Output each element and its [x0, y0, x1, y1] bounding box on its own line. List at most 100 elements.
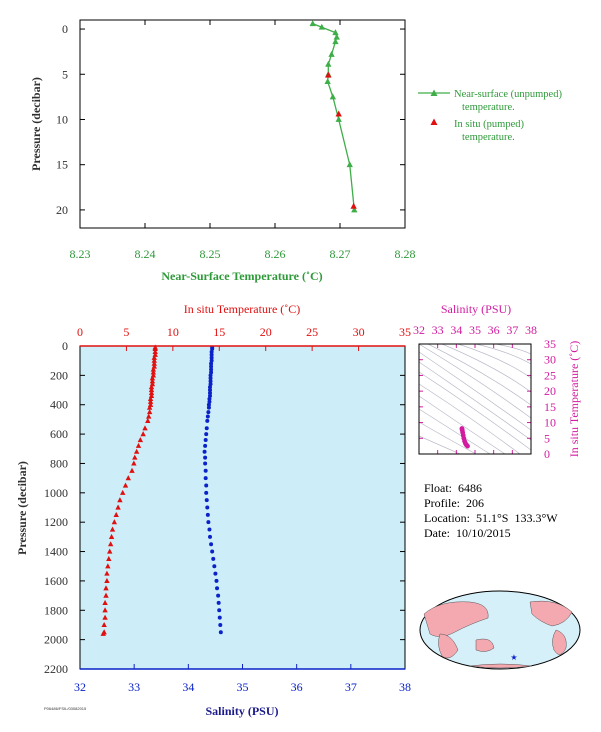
temperature-point: [150, 366, 157, 372]
ts-y-tick-label: 0: [544, 447, 550, 461]
salinity-point: [218, 622, 223, 627]
salinity-point: [207, 396, 212, 401]
profile-y-tick-label: 800: [50, 456, 68, 470]
temperature-point: [122, 482, 129, 488]
near-surface-point: [346, 161, 353, 168]
ts-point: [465, 443, 470, 449]
salinity-tick-label: 38: [399, 680, 411, 694]
salinity-point: [205, 414, 210, 419]
temperature-point: [102, 614, 108, 620]
ts-y-tick-label: 5: [544, 431, 550, 445]
temperature-point: [108, 533, 115, 539]
salinity-point: [211, 556, 216, 561]
top-legend: Near-surface (unpumped) temperature. In …: [418, 89, 562, 143]
salinity-point: [206, 402, 211, 407]
temperature-point: [105, 563, 111, 569]
salinity-point: [209, 352, 214, 357]
profile-y-tick-label: 400: [50, 398, 68, 412]
temperature-point: [102, 599, 108, 606]
ts-y-tick-label: 25: [544, 368, 556, 382]
legend-label-in-situ-2: temperature.: [462, 132, 515, 143]
in-situ-point: [335, 110, 342, 117]
salinity-point: [204, 498, 209, 503]
profile-y-tick-label: 1600: [44, 574, 68, 588]
ts-x-tick-label: 36: [488, 323, 500, 337]
australia-shape: [475, 638, 495, 652]
temperature-point: [129, 467, 135, 473]
salinity-tick-label: 36: [291, 680, 303, 694]
legend-label-near-surface-1: Near-surface (unpumped): [454, 89, 562, 100]
profile-y-tick-label: 2200: [44, 662, 68, 676]
temperature-point: [140, 431, 146, 437]
near-surface-point: [328, 50, 335, 57]
salinity-point: [206, 405, 211, 410]
top-x-tick-label: 8.26: [265, 247, 286, 261]
profile-y-tick-label: 2000: [44, 633, 68, 647]
top-x-label: Near-Surface Temperature (˚C): [161, 269, 322, 283]
temperature-point: [152, 348, 158, 354]
temperature-point: [152, 345, 158, 352]
africa-shape: [438, 633, 459, 659]
ts-plot-frame: [418, 343, 532, 455]
temperature-point: [148, 384, 155, 390]
near-surface-point: [333, 33, 340, 40]
ts-y-tick-label: 20: [544, 384, 556, 398]
top-y-tick-label: 10: [56, 112, 68, 126]
temperature-point: [151, 360, 157, 366]
profile-number: Profile: 206: [424, 496, 484, 510]
salinity-point: [208, 388, 212, 393]
profile-y-tick-label: 0: [62, 339, 68, 353]
top-x-tick-label: 8.25: [200, 247, 221, 261]
ts-y-tick-label: 15: [544, 400, 556, 414]
salinity-point: [205, 505, 210, 510]
temperature-point: [145, 417, 151, 423]
temperature-point: [150, 369, 157, 375]
temperature-point: [146, 409, 153, 415]
antarctica-shape: [469, 663, 533, 669]
location-map: ★: [419, 590, 581, 670]
profile-y-axis: 0 200 400 600 800 1000 1200 1400 1600 1800 2000 220…: [44, 339, 405, 676]
temperature-point: [103, 585, 109, 591]
salinity-point: [216, 593, 221, 598]
salinity-point: [203, 455, 208, 460]
temperature-point: [101, 621, 107, 628]
near-surface-point: [335, 115, 342, 122]
top-x-tick-label: 8.24: [135, 247, 156, 261]
south-america-shape: [552, 629, 567, 655]
north-america-shape: [529, 600, 573, 627]
temperature-point: [133, 448, 140, 454]
temperature-point: [120, 489, 126, 495]
profile-plot-bg: [80, 346, 405, 669]
salinity-axis: 32 33 34 35 36 37 38: [74, 664, 411, 694]
temperature-point: [148, 389, 155, 396]
temperature-point: [113, 511, 119, 517]
salinity-point: [208, 379, 213, 384]
temperature-point: [106, 555, 112, 561]
top-y-tick-label: 0: [62, 22, 68, 36]
salinity-point: [209, 361, 214, 366]
temperature-point: [109, 526, 116, 532]
temperature-point: [102, 607, 108, 613]
salinity-point: [206, 410, 211, 415]
salinity-point: [204, 483, 209, 488]
temperature-tick-label: 25: [306, 325, 318, 339]
near-surface-point: [318, 23, 325, 30]
temperature-point: [146, 413, 152, 419]
salinity-point: [209, 364, 214, 369]
temperature-tick-label: 35: [399, 325, 411, 339]
salinity-point: [210, 549, 215, 554]
near-surface-point: [309, 20, 316, 27]
temperature-point: [131, 460, 137, 466]
location-text: Location: 51.1°S 133.3°W: [424, 511, 558, 525]
legend-marker-in-situ: [430, 118, 438, 125]
temperature-point: [104, 570, 110, 576]
near-surface-point: [324, 77, 331, 84]
salinity-tick-label: 37: [345, 680, 357, 694]
salinity-tick-label: 32: [74, 680, 86, 694]
salinity-point: [206, 520, 211, 525]
temperature-point: [135, 442, 142, 448]
salinity-point: [213, 571, 218, 576]
salinity-point: [204, 426, 209, 431]
